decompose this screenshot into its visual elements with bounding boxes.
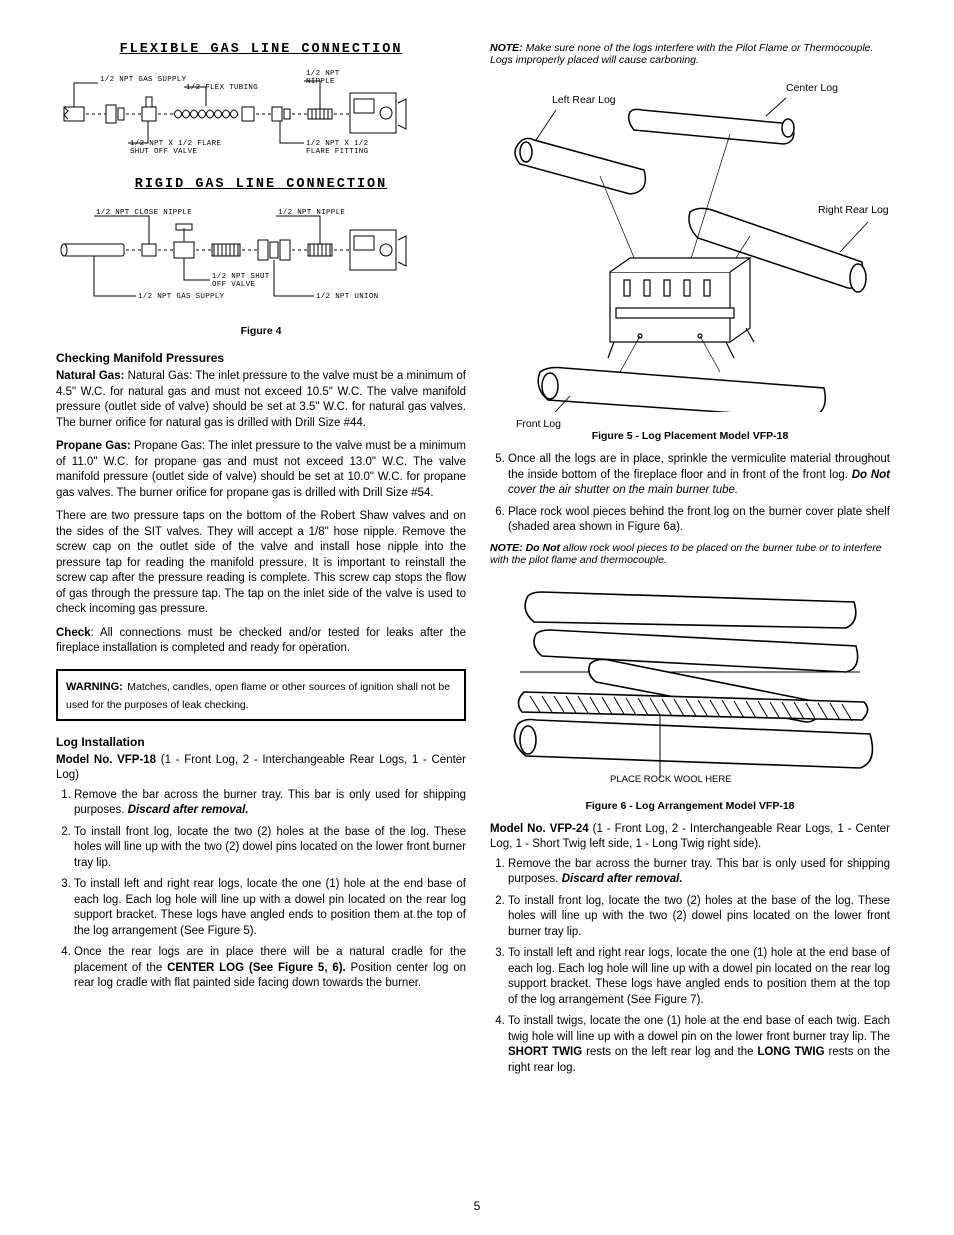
step-5: Once all the logs are in place, sprinkle… — [508, 452, 890, 499]
natural-gas-paragraph: Natural Gas: Natural Gas: The inlet pres… — [56, 369, 466, 431]
step-6: Place rock wool pieces behind the front … — [508, 505, 890, 536]
flex-gas-title: FLEXIBLE GAS LINE CONNECTION — [56, 42, 466, 57]
left-column: FLEXIBLE GAS LINE CONNECTION — [56, 36, 466, 998]
figure-6-svg — [490, 572, 890, 792]
leak-check-paragraph: Check: All connections must be checked a… — [56, 626, 466, 657]
warning-box: WARNING: Matches, candles, open flame or… — [56, 669, 466, 721]
figure-6-caption: Figure 6 - Log Arrangement Model VFP-18 — [490, 800, 890, 812]
figure-6-container: PLACE ROCK WOOL HERE — [490, 572, 890, 792]
steps-5-6: Once all the logs are in place, sprinkle… — [490, 452, 890, 536]
propane-gas-paragraph: Propane Gas: Propane Gas: The inlet pres… — [56, 439, 466, 501]
flex-shutoff-callout: 1/2 NPT X 1/2 FLARESHUT OFF VALVE — [130, 140, 221, 156]
figure-5-caption: Figure 5 - Log Placement Model VFP-18 — [490, 430, 890, 442]
model-18-heading: Model No. VFP-18 (1 - Front Log, 2 - Int… — [56, 753, 466, 784]
rigid-gas-diagram: 1/2 NPT CLOSE NIPPLE 1/2 NPT NIPPLE 1/2 … — [56, 198, 466, 308]
page: FLEXIBLE GAS LINE CONNECTION — [0, 0, 954, 1235]
page-number: 5 — [0, 1199, 954, 1213]
rigid-union-callout: 1/2 NPT UNION — [316, 293, 378, 301]
flex-gas-diagram: 1/2 NPT GAS SUPPLY 1/2 FLEX TUBING 1/2 N… — [56, 63, 466, 158]
step24-1: Remove the bar across the burner tray. T… — [508, 857, 890, 888]
rigid-gas-title: RIGID GAS LINE CONNECTION — [56, 177, 466, 192]
step24-4: To install twigs, locate the one (1) hol… — [508, 1014, 890, 1076]
fig5-left-rear-label: Left Rear Log — [552, 94, 616, 106]
figure-5-svg — [490, 72, 890, 412]
log-steps-24: Remove the bar across the burner tray. T… — [490, 857, 890, 1077]
step-3: To install left and right rear logs, loc… — [74, 877, 466, 939]
model-24-heading: Model No. VFP-24 (1 - Front Log, 2 - Int… — [490, 822, 890, 853]
rigid-shutoff-callout: 1/2 NPT SHUTOFF VALVE — [212, 273, 270, 289]
step24-2: To install front log, locate the two (2)… — [508, 894, 890, 941]
flex-nipple-callout: 1/2 NPTNIPPLE — [306, 70, 340, 86]
flex-flare-callout: 1/2 NPT X 1/2FLARE FITTING — [306, 140, 369, 156]
step24-3: To install left and right rear logs, loc… — [508, 946, 890, 1008]
step-1: Remove the bar across the burner tray. T… — [74, 788, 466, 819]
flex-tubing-callout: 1/2 FLEX TUBING — [186, 84, 258, 92]
warning-title: WARNING: — [66, 681, 123, 693]
right-column: NOTE: Make sure none of the logs interfe… — [490, 36, 890, 1082]
note-logs-carboning: NOTE: Make sure none of the logs interfe… — [490, 42, 890, 66]
fig5-center-label: Center Log — [786, 82, 838, 94]
fig6-rock-wool-label: PLACE ROCK WOOL HERE — [610, 774, 732, 785]
figure-5-container: Left Rear Log Center Log Right Rear Log … — [490, 72, 890, 412]
note-rock-wool: NOTE: Do Not allow rock wool pieces to b… — [490, 542, 890, 566]
step-2: To install front log, locate the two (2)… — [74, 825, 466, 872]
rigid-nipple-callout: 1/2 NPT NIPPLE — [278, 209, 345, 217]
heading-log-installation: Log Installation — [56, 735, 466, 749]
fig5-right-rear-label: Right Rear Log — [818, 204, 889, 216]
rigid-supply-callout: 1/2 NPT GAS SUPPLY — [138, 293, 225, 301]
fig5-front-label: Front Log — [516, 418, 561, 430]
flex-supply-callout: 1/2 NPT GAS SUPPLY — [100, 76, 187, 84]
log-steps-18: Remove the bar across the burner tray. T… — [56, 788, 466, 992]
heading-checking-pressure: Checking Manifold Pressures — [56, 351, 466, 365]
step-4: Once the rear logs are in place there wi… — [74, 945, 466, 992]
pressure-tap-paragraph: There are two pressure taps on the botto… — [56, 509, 466, 618]
rigid-close-nipple-callout: 1/2 NPT CLOSE NIPPLE — [96, 209, 192, 217]
warning-body: Matches, candles, open flame or other so… — [66, 681, 450, 711]
figure-4-caption: Figure 4 — [56, 325, 466, 337]
